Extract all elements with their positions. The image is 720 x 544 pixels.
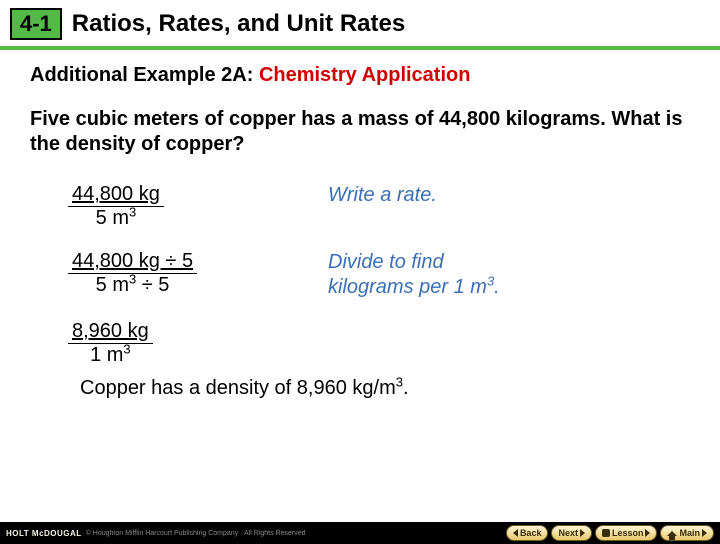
lesson-title: Ratios, Rates, and Unit Rates <box>72 10 405 38</box>
step3-numerator: 8,960 kg <box>68 320 153 344</box>
step3-denominator: 1 m3 <box>68 344 153 367</box>
lesson-number-badge: 4-1 <box>10 8 62 40</box>
step2-fraction: 44,800 kg ÷ 5 5 m3 ÷ 5 <box>68 250 197 297</box>
work-step-2: 44,800 kg ÷ 5 5 m3 ÷ 5 Divide to find ki… <box>30 250 690 300</box>
main-button[interactable]: Main <box>660 525 714 541</box>
main-label: Main <box>679 528 700 538</box>
problem-statement: Five cubic meters of copper has a mass o… <box>30 107 690 157</box>
step3-expression: 8,960 kg 1 m3 <box>68 320 328 367</box>
step1-numerator: 44,800 kg <box>68 183 164 207</box>
example-heading: Additional Example 2A: Chemistry Applica… <box>30 64 690 87</box>
lesson-icon <box>602 529 610 537</box>
step1-denominator: 5 m3 <box>68 207 164 230</box>
home-icon <box>667 531 677 536</box>
conclusion-text: Copper has a density of 8,960 kg/m3. <box>30 377 690 400</box>
next-button[interactable]: Next <box>551 525 592 541</box>
main-arrow-icon <box>702 529 707 537</box>
back-label: Back <box>520 528 542 538</box>
example-topic: Chemistry Application <box>259 64 471 86</box>
example-label: Additional Example 2A: <box>30 64 259 86</box>
back-arrow-icon <box>513 529 518 537</box>
lesson-button[interactable]: Lesson <box>595 525 658 541</box>
next-arrow-icon <box>580 529 585 537</box>
footer-nav: Back Next Lesson Main <box>506 525 714 541</box>
next-label: Next <box>558 528 578 538</box>
work-step-3: 8,960 kg 1 m3 <box>30 320 690 367</box>
work-step-1: 44,800 kg 5 m3 Write a rate. <box>30 183 690 230</box>
step2-denominator: 5 m3 ÷ 5 <box>68 274 197 297</box>
lesson-arrow-icon <box>645 529 650 537</box>
step1-explanation: Write a rate. <box>328 183 437 208</box>
step2-explanation: Divide to find kilograms per 1 m3. <box>328 250 500 300</box>
header-bar: 4-1 Ratios, Rates, and Unit Rates <box>0 4 720 44</box>
lesson-label: Lesson <box>612 528 644 538</box>
slide-content: Additional Example 2A: Chemistry Applica… <box>0 50 720 400</box>
back-button[interactable]: Back <box>506 525 549 541</box>
footer-left: HOLT McDOUGAL © Houghton Mifflin Harcour… <box>6 529 305 538</box>
step1-fraction: 44,800 kg 5 m3 <box>68 183 164 230</box>
publisher-logo: HOLT McDOUGAL <box>6 529 82 538</box>
step3-fraction: 8,960 kg 1 m3 <box>68 320 153 367</box>
step1-expression: 44,800 kg 5 m3 <box>68 183 328 230</box>
step2-expression: 44,800 kg ÷ 5 5 m3 ÷ 5 <box>68 250 328 297</box>
rights-text: © Houghton Mifflin Harcourt Publishing C… <box>86 530 306 537</box>
footer-bar: HOLT McDOUGAL © Houghton Mifflin Harcour… <box>0 522 720 544</box>
